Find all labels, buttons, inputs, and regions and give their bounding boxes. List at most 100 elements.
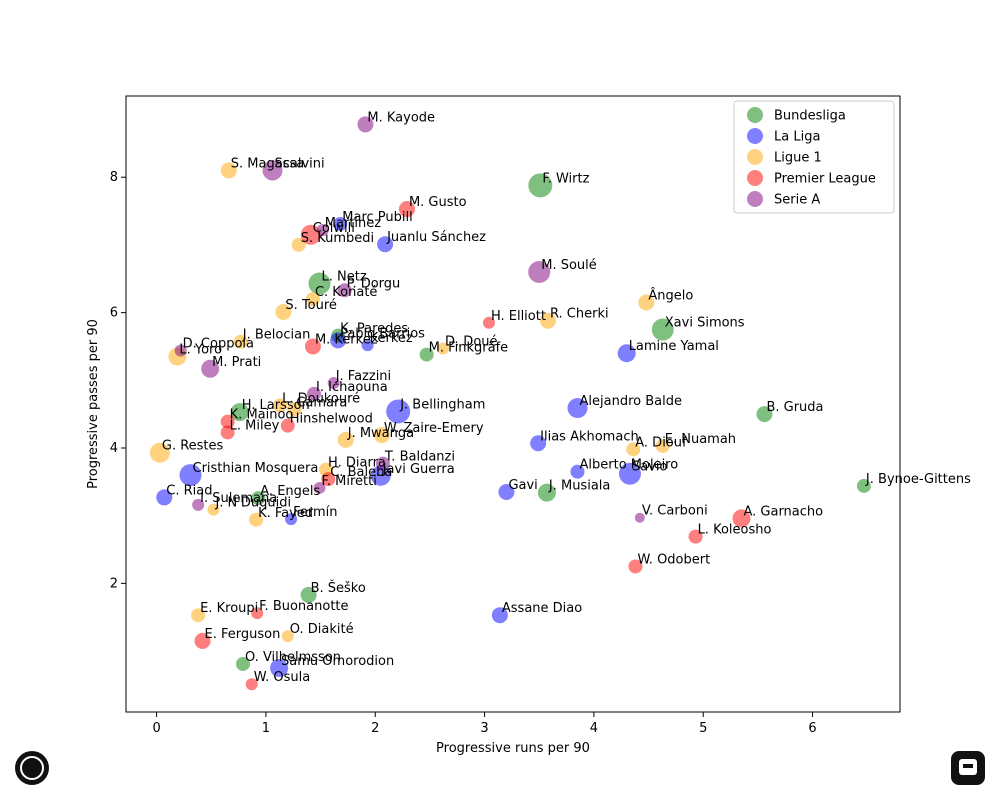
data-point-label: W. Osula — [254, 670, 310, 685]
data-point-label: G. Restes — [162, 439, 224, 454]
data-point — [235, 656, 250, 671]
data-point-label: H. Elliott — [491, 309, 546, 324]
data-point-label: S. Kumbedi — [301, 231, 374, 246]
data-point — [156, 489, 173, 506]
legend-label: Bundesliga — [774, 109, 846, 124]
data-point — [313, 481, 326, 494]
data-point-label: Camara — [296, 395, 347, 410]
data-point — [419, 347, 434, 362]
x-tick-label: 3 — [480, 721, 488, 736]
data-point — [634, 512, 645, 523]
data-point — [191, 608, 206, 623]
data-point — [756, 406, 773, 423]
data-point — [537, 483, 556, 502]
data-point-label: L. Koleosho — [698, 523, 772, 538]
y-tick-label: 6 — [110, 306, 118, 321]
data-point-label: F. Wirtz — [542, 171, 589, 186]
data-point-label: Scalvini — [274, 156, 324, 171]
y-axis-title: Progressive passes per 90 — [86, 319, 101, 489]
data-point — [357, 116, 374, 133]
data-point-label: S. Magassa — [231, 156, 304, 171]
data-point — [732, 509, 751, 528]
data-point-label: W. Zaire-Emery — [384, 421, 484, 436]
data-point — [330, 332, 347, 349]
data-point — [482, 316, 495, 329]
legend-label: Serie A — [774, 193, 820, 208]
data-point — [377, 236, 394, 253]
data-point — [308, 272, 331, 295]
x-axis-title: Progressive runs per 90 — [436, 741, 590, 756]
data-point-label: K. Mainoo — [230, 408, 294, 423]
data-point — [179, 464, 202, 487]
data-point — [275, 303, 292, 320]
data-point-label: Gavi — [508, 478, 537, 493]
data-point-label: C. Riad — [166, 483, 212, 498]
data-point — [281, 630, 294, 643]
data-point — [617, 344, 636, 363]
y-axis: 2 4 6 8 — [110, 170, 126, 591]
data-point — [233, 334, 248, 349]
data-point-label: Marc Pubill — [342, 210, 412, 225]
data-point-label: I. Ichaouna — [316, 380, 388, 395]
data-point — [201, 359, 220, 378]
data-point-label: J. Musiala — [548, 479, 610, 494]
data-point — [192, 498, 205, 511]
data-point — [220, 162, 237, 179]
data-point-label: J. Fazzini — [335, 369, 391, 384]
data-point-label: Kerkez — [370, 331, 413, 346]
data-point-label: I. Sulemana — [200, 491, 277, 506]
data-point-label: Colwill — [313, 221, 355, 236]
data-point-label: Xavi Simons — [665, 316, 745, 331]
x-tick-label: 0 — [152, 721, 160, 736]
data-point — [220, 414, 235, 429]
data-point — [273, 398, 288, 413]
data-point — [262, 160, 283, 181]
data-point — [688, 529, 703, 544]
data-point-label: E. Ferguson — [205, 627, 281, 642]
data-point-label: P. Dorgu — [347, 276, 401, 291]
data-point — [220, 425, 235, 440]
data-point — [361, 339, 374, 352]
data-point — [638, 294, 655, 311]
data-point-label: D. Doué — [445, 334, 497, 349]
data-point — [251, 607, 264, 620]
x-axis: 0 1 2 3 4 5 6 — [152, 712, 817, 736]
data-point — [194, 632, 211, 649]
data-point-label: Juanlu Sánchez — [386, 230, 486, 245]
data-point-label: Savio — [632, 460, 668, 475]
data-point-label: R. Cherki — [550, 307, 609, 322]
data-point — [307, 386, 322, 401]
data-point-label: O. Diakité — [290, 622, 354, 637]
data-point-label: L. Miley — [230, 418, 280, 433]
data-point — [375, 456, 390, 471]
data-point — [333, 216, 348, 231]
data-point-label: K. Paredes — [340, 322, 408, 337]
legend-label: La Liga — [774, 130, 820, 145]
data-point-label: J. Mwanga — [347, 426, 414, 441]
data-point-label: J. Belocian — [242, 328, 311, 343]
data-point-label: J. Bellingham — [399, 397, 485, 412]
data-point-label: Ilias Akhomach — [540, 429, 639, 444]
data-point — [285, 513, 298, 526]
data-point-label: Pablo Barrios — [340, 326, 425, 341]
data-point-label: Lamine Yamal — [629, 339, 719, 354]
data-point-label: M. Soulé — [541, 258, 597, 273]
brand-logo-left-icon — [15, 751, 49, 785]
legend-marker — [747, 107, 763, 123]
y-tick-label: 2 — [110, 576, 118, 591]
legend-label: Premier League — [774, 172, 876, 187]
data-point — [498, 484, 515, 500]
y-tick-label: 4 — [110, 441, 118, 456]
data-point-label: Ângelo — [648, 287, 693, 303]
data-point — [626, 442, 641, 457]
data-point-label: B. Gruda — [766, 400, 823, 415]
data-point-label: F. Buonanotte — [259, 599, 348, 614]
data-point — [651, 318, 674, 341]
data-point — [570, 464, 585, 479]
plot-frame — [125, 95, 901, 713]
data-point-label: T. Baldanzi — [384, 450, 455, 465]
data-point-label: B. Šeško — [311, 580, 366, 596]
data-point-label: F. Miretti — [322, 474, 377, 489]
data-point-label: J. Bynoe-Gittens — [865, 472, 971, 487]
legend-box — [733, 100, 895, 214]
